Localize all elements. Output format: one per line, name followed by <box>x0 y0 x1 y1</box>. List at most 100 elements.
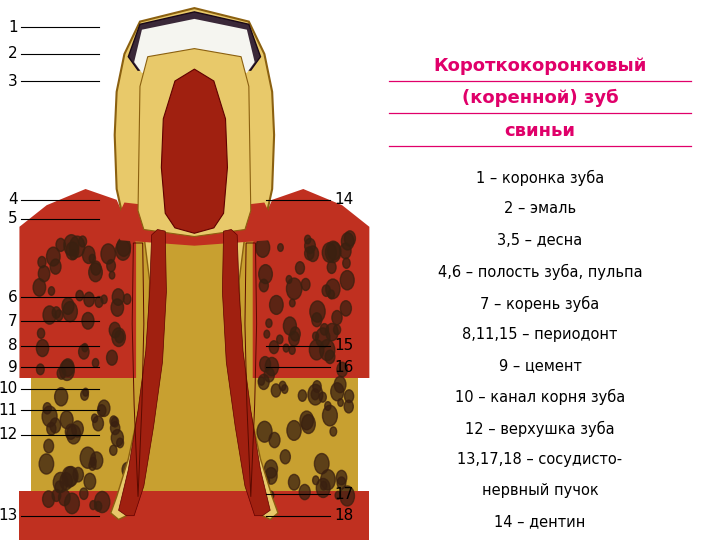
Circle shape <box>279 381 286 390</box>
Circle shape <box>320 470 336 490</box>
Text: 7: 7 <box>8 314 17 329</box>
Circle shape <box>81 389 89 400</box>
Polygon shape <box>222 230 270 516</box>
Circle shape <box>290 327 300 341</box>
Circle shape <box>282 384 288 394</box>
Circle shape <box>264 368 274 382</box>
Polygon shape <box>19 189 136 378</box>
Circle shape <box>112 289 124 305</box>
Circle shape <box>101 244 115 264</box>
Polygon shape <box>253 189 369 378</box>
Circle shape <box>52 307 60 318</box>
Text: 18: 18 <box>334 508 354 523</box>
Circle shape <box>265 468 277 484</box>
Circle shape <box>289 474 300 490</box>
Circle shape <box>311 389 319 400</box>
Circle shape <box>56 238 66 252</box>
Text: 9: 9 <box>8 360 17 375</box>
Circle shape <box>47 247 60 266</box>
Circle shape <box>42 406 57 427</box>
Circle shape <box>116 240 130 260</box>
Circle shape <box>327 261 336 273</box>
Circle shape <box>312 476 319 485</box>
Circle shape <box>302 279 310 291</box>
Circle shape <box>64 467 78 486</box>
Text: 1: 1 <box>8 19 17 35</box>
Text: 13: 13 <box>0 508 17 523</box>
Circle shape <box>289 346 295 354</box>
Circle shape <box>300 484 310 500</box>
Circle shape <box>305 239 315 253</box>
Circle shape <box>328 290 335 299</box>
Circle shape <box>76 291 84 301</box>
Circle shape <box>70 250 77 259</box>
Circle shape <box>295 262 305 274</box>
Circle shape <box>38 266 50 282</box>
Circle shape <box>268 491 274 500</box>
Circle shape <box>33 279 45 296</box>
Circle shape <box>48 287 55 295</box>
Circle shape <box>283 344 289 352</box>
Circle shape <box>60 360 74 381</box>
Polygon shape <box>128 12 261 70</box>
Circle shape <box>37 340 49 356</box>
Circle shape <box>344 390 354 403</box>
Circle shape <box>62 467 77 487</box>
Circle shape <box>94 501 102 511</box>
Text: 5: 5 <box>8 211 17 226</box>
Circle shape <box>90 457 96 466</box>
Polygon shape <box>111 230 158 519</box>
Circle shape <box>320 481 327 490</box>
Circle shape <box>335 491 341 500</box>
Circle shape <box>333 325 341 335</box>
Circle shape <box>264 460 277 478</box>
Circle shape <box>55 481 63 492</box>
Circle shape <box>70 236 85 257</box>
Circle shape <box>112 429 123 447</box>
Text: 10 – канал корня зуба: 10 – канал корня зуба <box>455 389 625 406</box>
Circle shape <box>82 246 95 264</box>
Circle shape <box>93 416 104 431</box>
Circle shape <box>67 425 81 444</box>
Circle shape <box>78 236 86 247</box>
Circle shape <box>325 350 335 363</box>
Circle shape <box>310 301 325 322</box>
Circle shape <box>62 298 74 314</box>
Circle shape <box>312 313 322 327</box>
Circle shape <box>50 418 60 433</box>
Circle shape <box>312 332 318 340</box>
Circle shape <box>123 294 131 304</box>
Circle shape <box>52 489 60 502</box>
Circle shape <box>60 411 73 429</box>
Text: 10: 10 <box>0 381 17 396</box>
Circle shape <box>44 439 53 453</box>
Circle shape <box>266 319 272 327</box>
Circle shape <box>64 235 79 256</box>
Circle shape <box>256 238 270 258</box>
Text: нервный пучок: нервный пучок <box>482 483 598 498</box>
Text: 15: 15 <box>334 338 354 353</box>
Circle shape <box>264 476 269 484</box>
Text: (коренной) зуб: (коренной) зуб <box>462 89 618 107</box>
Circle shape <box>305 235 311 244</box>
Circle shape <box>307 246 318 261</box>
Circle shape <box>315 328 330 348</box>
Circle shape <box>284 317 297 335</box>
Polygon shape <box>161 69 228 233</box>
Circle shape <box>276 335 283 344</box>
Circle shape <box>80 488 88 500</box>
Circle shape <box>82 313 94 329</box>
Circle shape <box>90 501 96 510</box>
Circle shape <box>322 285 330 296</box>
Circle shape <box>84 292 94 307</box>
Circle shape <box>336 470 347 485</box>
Circle shape <box>109 445 117 455</box>
Circle shape <box>298 390 307 401</box>
Circle shape <box>300 411 313 430</box>
Circle shape <box>320 323 328 335</box>
Circle shape <box>82 343 88 352</box>
Circle shape <box>80 447 95 468</box>
Circle shape <box>89 263 102 282</box>
Text: 3,5 – десна: 3,5 – десна <box>498 233 582 248</box>
Circle shape <box>340 243 351 259</box>
